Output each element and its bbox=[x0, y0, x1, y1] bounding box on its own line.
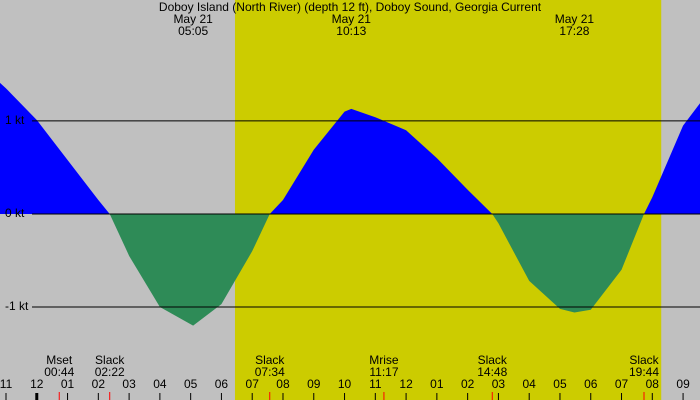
x-tick-label: 11 bbox=[0, 377, 13, 391]
top-date: May 21 bbox=[173, 12, 213, 26]
event-time: 11:17 bbox=[369, 365, 398, 379]
x-tick-label: 11 bbox=[369, 377, 382, 391]
x-tick-label: 07 bbox=[246, 377, 260, 391]
event-label: Mset bbox=[46, 353, 73, 367]
flood-area bbox=[0, 82, 700, 214]
x-tick-label: 04 bbox=[153, 377, 167, 391]
x-tick-label: 09 bbox=[307, 377, 321, 391]
x-tick-label: 06 bbox=[584, 377, 598, 391]
event-label: Slack bbox=[478, 353, 508, 367]
x-tick-label: 06 bbox=[215, 377, 229, 391]
event-label: Slack bbox=[629, 353, 659, 367]
event-label: Mrise bbox=[369, 353, 399, 367]
x-tick-label: 07 bbox=[615, 377, 629, 391]
x-tick-label: 10 bbox=[338, 377, 352, 391]
x-tick-label: 05 bbox=[184, 377, 198, 391]
event-time: 02:22 bbox=[95, 365, 125, 379]
x-tick-label: 03 bbox=[122, 377, 136, 391]
event-time: 14:48 bbox=[477, 365, 507, 379]
x-tick-label: 12 bbox=[399, 377, 413, 391]
top-date: May 21 bbox=[332, 12, 372, 26]
x-tick-label: 12 bbox=[30, 377, 44, 391]
chart-title: Doboy Island (North River) (depth 12 ft)… bbox=[159, 0, 542, 14]
x-tick-label: 02 bbox=[461, 377, 475, 391]
event-label: Slack bbox=[255, 353, 285, 367]
x-tick-label: 01 bbox=[430, 377, 444, 391]
x-tick-label: 05 bbox=[553, 377, 567, 391]
x-tick-label: 09 bbox=[676, 377, 690, 391]
y-tick-label: 0 kt bbox=[5, 206, 25, 220]
x-tick-label: 03 bbox=[492, 377, 506, 391]
x-tick-label: 08 bbox=[646, 377, 660, 391]
event-time: 00:44 bbox=[44, 365, 74, 379]
top-time: 10:13 bbox=[336, 24, 366, 38]
event-time: 19:44 bbox=[629, 365, 659, 379]
x-tick-label: 01 bbox=[61, 377, 75, 391]
y-tick-label: 1 kt bbox=[5, 113, 25, 127]
top-time: 05:05 bbox=[178, 24, 208, 38]
y-tick-label: -1 kt bbox=[5, 299, 29, 313]
event-time: 07:34 bbox=[255, 365, 285, 379]
top-date: May 21 bbox=[555, 12, 595, 26]
top-time: 17:28 bbox=[559, 24, 589, 38]
x-tick-label: 04 bbox=[523, 377, 537, 391]
x-tick-label: 08 bbox=[276, 377, 290, 391]
event-label: Slack bbox=[95, 353, 125, 367]
x-tick-label: 02 bbox=[92, 377, 106, 391]
ebb-area bbox=[109, 213, 644, 326]
